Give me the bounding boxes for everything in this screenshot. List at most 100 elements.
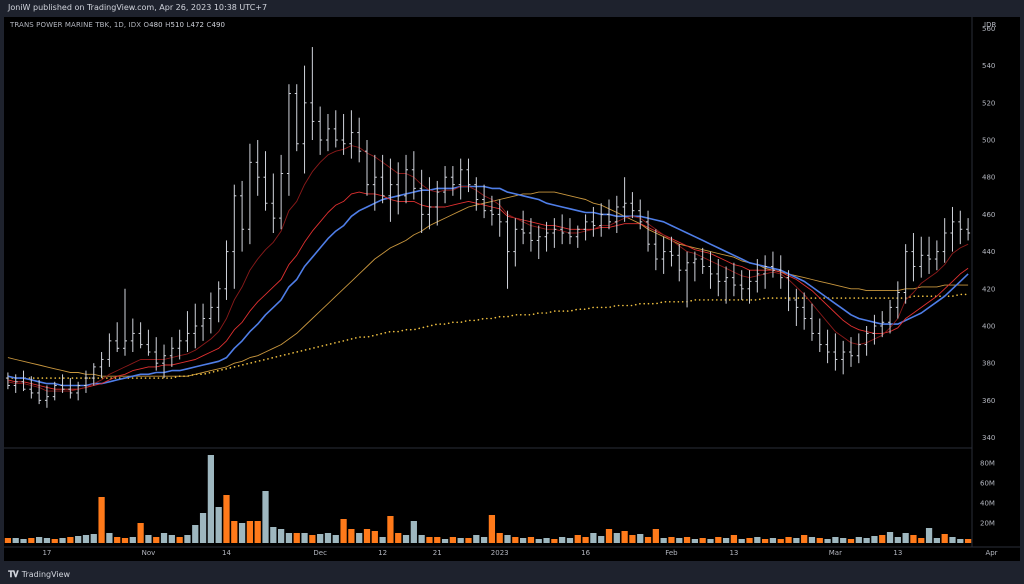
price-tick-label: 560 (982, 25, 995, 33)
low-label: L (186, 21, 191, 29)
volume-bar (605, 529, 613, 543)
volume-bar (51, 539, 58, 543)
volume-bar (324, 533, 332, 543)
volume-bar (168, 535, 175, 543)
volume-bar (426, 537, 433, 543)
volume-bar (418, 535, 425, 543)
volume-bar (840, 538, 847, 543)
price-tick-label: 420 (982, 285, 995, 293)
time-tick-label: Feb (665, 549, 678, 557)
volume-bar (457, 538, 464, 543)
volume-bar (356, 533, 363, 543)
volume-bar (730, 535, 738, 543)
volume-bar (559, 537, 566, 543)
volume-bar (660, 538, 667, 543)
volume-bar (348, 529, 355, 543)
volume-bar (496, 533, 503, 543)
volume-bar (449, 537, 456, 543)
volume-bar (785, 537, 792, 543)
volume-bar (207, 455, 214, 543)
volume-bar (808, 537, 816, 543)
volume-bar (816, 538, 823, 543)
volume-bar (574, 535, 581, 543)
time-tick-label: Nov (142, 549, 156, 557)
volume-bar (114, 537, 121, 543)
volume-bar (933, 538, 940, 543)
volume-bar (738, 539, 745, 543)
volume-bar (254, 521, 261, 543)
price-tick-label: 400 (982, 322, 995, 330)
volume-bar (590, 533, 597, 543)
volume-bar (910, 535, 917, 543)
price-tick-label: 440 (982, 248, 995, 256)
low-value: 472 (190, 21, 205, 29)
volume-bar (754, 537, 761, 543)
time-tick-label: 2023 (491, 549, 509, 557)
price-tick-label: 520 (982, 99, 995, 107)
volume-bar (184, 535, 191, 543)
volume-bar (746, 538, 753, 543)
volume-bar (153, 537, 160, 543)
price-tick-label: 340 (982, 434, 995, 442)
volume-bar (12, 538, 19, 543)
volume-bar (964, 539, 972, 543)
volume-bar (278, 529, 285, 543)
volume-bar (847, 539, 855, 543)
volume-bar (777, 539, 784, 543)
footer: 𝐓𝐕 TradingView (0, 565, 1024, 584)
volume-bar (98, 497, 105, 543)
volume-bar (621, 531, 628, 543)
volume-bar (855, 537, 862, 543)
time-tick-label: 12 (378, 549, 387, 557)
volume-bar (902, 533, 909, 543)
volume-bar (480, 537, 488, 543)
volume-bar (683, 537, 691, 543)
volume-bar (402, 535, 410, 543)
chart-area[interactable]: IDR 340 360 380 400 420 440 460 480 500 520 540 560 2… (4, 17, 1020, 561)
volume-bar (238, 523, 246, 543)
volume-bar (160, 533, 168, 543)
volume-bar (309, 535, 316, 543)
price-tick-label: 460 (982, 211, 995, 219)
price-axis-label: IDR (984, 21, 996, 29)
volume-bar (863, 538, 870, 543)
volume-bar (949, 537, 956, 543)
time-tick-label: Mar (829, 549, 842, 557)
volume-tick-label: 80M (980, 460, 995, 468)
volume-bar (262, 491, 269, 543)
volume-tick-label: 60M (980, 480, 995, 488)
price-volume-chart[interactable]: IDR 340 360 380 400 420 440 460 480 500 520 540 560 2… (4, 17, 1020, 561)
high-label: H (165, 21, 171, 29)
volume-bar (707, 539, 714, 543)
volume-bar (395, 533, 402, 543)
volume-bar (4, 538, 12, 543)
volume-bar (582, 537, 589, 543)
ema-slow-line (7, 185, 969, 387)
volume-bar (176, 537, 183, 543)
volume-bar (192, 525, 199, 543)
volume-bar (465, 538, 472, 543)
volume-bar (129, 537, 136, 543)
tradingview-logo[interactable]: 𝐓𝐕 TradingView (8, 568, 70, 581)
volume-bar (520, 538, 527, 543)
volume-bar (793, 538, 800, 543)
volume-bar (598, 536, 605, 543)
volume-bar (918, 538, 925, 543)
price-tick-label: 480 (982, 174, 995, 182)
volume-bar (925, 528, 933, 543)
sma-long-line (7, 191, 969, 377)
tradingview-brand-text: TradingView (21, 570, 71, 579)
volume-bar (121, 538, 129, 543)
volume-bar (231, 521, 238, 543)
volume-bar (535, 539, 542, 543)
published-text: JoniW published on TradingView.com, Apr … (8, 3, 268, 12)
volume-bar (293, 533, 300, 543)
volume-bar (699, 538, 706, 543)
volume-bar (441, 539, 449, 543)
time-tick-label: Apr (985, 549, 997, 557)
volume-bar (637, 534, 644, 543)
close-value: 490 (211, 21, 226, 29)
volume-bar (363, 529, 371, 543)
volume-bar (652, 529, 659, 543)
volume-bar (676, 538, 683, 543)
